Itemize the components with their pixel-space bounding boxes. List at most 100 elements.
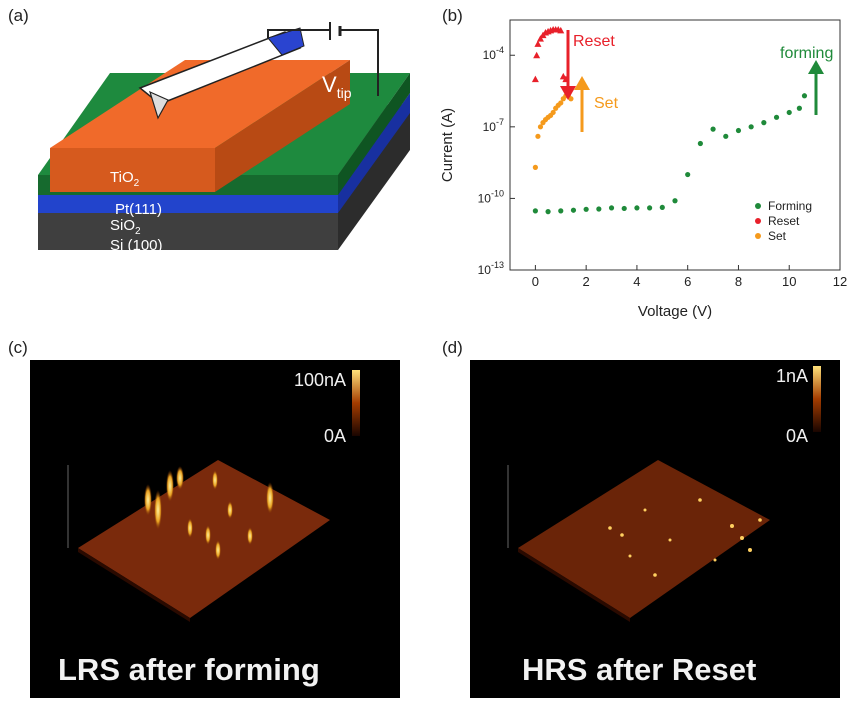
legend-label-set: Set — [768, 229, 787, 243]
forming-point — [710, 126, 716, 132]
sio2-label: SiO2 — [110, 217, 141, 237]
forming-point — [583, 206, 589, 212]
x-tick-label: 0 — [532, 274, 539, 289]
reset-point — [557, 26, 565, 34]
forming-point — [545, 209, 551, 215]
panel-d-image: 1nA 0A — [470, 360, 840, 698]
lrs-caption: LRS after forming — [58, 652, 320, 687]
legend-marker-set — [755, 233, 761, 239]
lrs-surface: 100nA 0A — [67, 370, 360, 622]
set-point — [535, 133, 541, 139]
forming-point — [672, 198, 678, 204]
forming-point — [659, 204, 665, 211]
y-axis-label: Current (A) — [439, 108, 456, 182]
device-schematic: Vtip TiO2 Pt(111) SiO2 Si (100) — [38, 22, 410, 254]
current-spots — [608, 498, 762, 577]
y-tick-label: 10-13 — [478, 260, 504, 277]
panel-a-label: (a) — [8, 6, 29, 25]
forming-point — [621, 205, 627, 212]
reset-arrow-head — [560, 86, 576, 100]
forming-point — [773, 114, 780, 120]
panel-c-image: 100nA 0A — [30, 360, 400, 698]
forming-point — [570, 207, 577, 213]
sio2-layer-front — [38, 193, 338, 213]
afm-cantilever-end — [267, 27, 305, 56]
scale-max-label: 1nA — [776, 366, 808, 386]
forming-point — [723, 133, 729, 139]
tio2-label: TiO2 — [110, 169, 140, 189]
forming-point — [596, 206, 602, 212]
forming-point — [735, 127, 742, 134]
si-layer-side — [338, 105, 410, 250]
x-tick-label: 12 — [833, 274, 847, 289]
set-point — [550, 109, 556, 116]
reset-point — [531, 75, 539, 83]
pt-layer-side — [338, 73, 410, 195]
si-layer-front — [38, 205, 338, 250]
forming-point — [685, 171, 691, 178]
hrs-caption: HRS after Reset — [522, 652, 757, 687]
scale-min-label: 0A — [786, 426, 808, 446]
tio2-layer-front — [50, 148, 215, 192]
legend-label-reset: Reset — [768, 214, 800, 228]
forming-point — [634, 205, 640, 211]
x-tick-label: 6 — [684, 274, 691, 289]
x-tick-label: 2 — [583, 274, 590, 289]
color-scale-bar — [813, 366, 821, 432]
set-point — [568, 96, 574, 102]
forming-point — [608, 205, 615, 211]
forming-point — [801, 93, 808, 99]
forming-point — [761, 120, 767, 126]
forming-annotation: forming — [780, 45, 833, 62]
set-annotation: Set — [594, 95, 619, 112]
circuit-wire — [267, 29, 330, 38]
tio2-layer-side — [215, 60, 350, 192]
plot-frame — [509, 19, 841, 271]
legend-marker-forming — [755, 203, 761, 209]
tio2-layer-top — [50, 60, 350, 148]
x-tick-label: 8 — [735, 274, 742, 289]
set-point — [537, 124, 544, 130]
tip-label: Vtip — [322, 72, 352, 101]
scale-min-label: 0A — [324, 426, 346, 446]
scale-max-label: 100nA — [294, 370, 346, 390]
set-point — [558, 100, 564, 106]
panel-d-label: (d) — [442, 338, 463, 357]
forming-point — [558, 208, 564, 214]
x-axis-label: Voltage (V) — [638, 303, 712, 320]
reset-point — [534, 40, 542, 47]
x-tick-label: 10 — [782, 274, 796, 289]
forming-point — [786, 109, 792, 116]
reset-point — [536, 35, 544, 42]
legend-marker-reset — [755, 218, 761, 224]
set-point — [532, 164, 538, 170]
hrs-surface: 1nA 0A — [507, 366, 821, 622]
panel-c-label: (c) — [8, 338, 28, 357]
current-spikes — [144, 466, 274, 560]
pt-label: Pt(111) — [115, 201, 162, 218]
surface-plane — [78, 460, 330, 618]
sio2-layer-side — [338, 93, 410, 213]
afm-tip — [149, 90, 169, 120]
circuit-wire-2 — [340, 29, 379, 96]
color-scale-bar — [352, 370, 360, 436]
legend-label-forming: Forming — [768, 199, 812, 213]
panel-b-label: (b) — [442, 6, 463, 25]
x-tick-label: 4 — [633, 274, 640, 289]
reset-point — [533, 51, 541, 59]
surface-plane — [518, 460, 770, 618]
si-label: Si (100) — [110, 237, 163, 254]
y-tick-label: 10-7 — [483, 117, 504, 134]
forming-arrow-head — [808, 60, 824, 74]
y-tick-label: 10-4 — [483, 45, 504, 62]
forming-point — [697, 140, 703, 147]
forming-point — [647, 205, 653, 211]
set-arrow-head — [574, 76, 590, 90]
reset-annotation: Reset — [573, 33, 615, 50]
y-tick-label: 10-10 — [478, 188, 504, 205]
forming-point — [748, 124, 754, 130]
forming-point — [796, 105, 802, 111]
forming-point — [532, 208, 538, 214]
